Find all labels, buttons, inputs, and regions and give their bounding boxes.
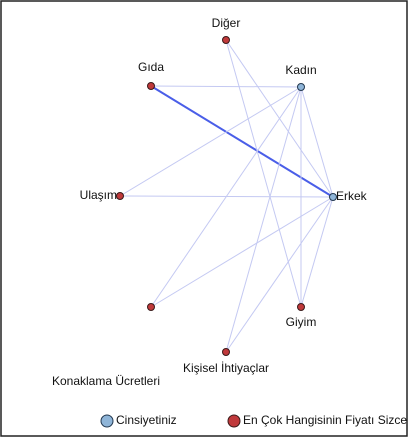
edge — [300, 196, 334, 308]
edge — [225, 86, 302, 353]
node — [329, 193, 337, 201]
node — [222, 348, 230, 356]
node-label: Kadın — [285, 63, 316, 77]
nodes: Diğer Kadın Gıda Erkek Ulaşım Konaklama … — [52, 16, 368, 388]
edges — [119, 39, 334, 353]
node-label: Diğer — [212, 16, 241, 30]
legend-label: Cinsiyetiniz — [116, 413, 177, 427]
edge — [150, 85, 334, 198]
node — [297, 303, 305, 311]
edge — [225, 39, 302, 308]
legend-swatch — [100, 414, 114, 428]
node — [147, 303, 155, 311]
node — [222, 36, 230, 44]
node — [147, 82, 155, 90]
node-label: Erkek — [336, 189, 368, 203]
legend: Cinsiyetiniz En Çok Hangisinin Fiyatı Si… — [100, 413, 408, 428]
node-label: Ulaşım — [80, 188, 117, 202]
node-label: Giyim — [286, 315, 317, 329]
node-label: Gıda — [138, 60, 164, 74]
edge — [150, 86, 302, 308]
legend-swatch — [227, 414, 241, 428]
node — [116, 192, 124, 200]
edge — [225, 196, 334, 353]
node-label: Kişisel İhtiyaçlar — [183, 361, 269, 375]
legend-label: En Çok Hangisinin Fiyatı Sizce Arttı — [243, 413, 408, 427]
edge — [150, 196, 334, 308]
edge — [150, 85, 302, 88]
node-label: Konaklama Ücretleri — [52, 374, 160, 388]
edge — [300, 86, 334, 198]
node — [297, 83, 305, 91]
